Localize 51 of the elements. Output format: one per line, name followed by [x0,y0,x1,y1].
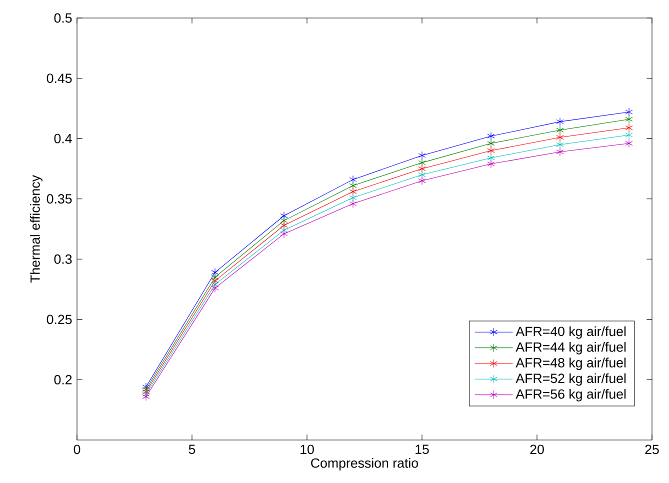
point [280,230,288,238]
point [142,392,150,401]
point [487,154,495,162]
x-axis-title: Compression ratio [311,458,418,470]
point [349,181,357,190]
y-axis-title: Thermal efficiency [30,175,43,283]
x-tick-label: 15 [416,444,429,454]
legend-label: AFR=52 kg air/fuel [516,373,626,386]
point [349,187,357,196]
y-tick-label: 0.25 [46,314,72,324]
x-tick-label: 25 [645,444,659,454]
point [418,164,426,173]
point [418,158,426,167]
point [625,139,633,148]
x-tick-label: 0 [74,444,80,454]
point [625,130,633,140]
point [556,140,564,149]
point [418,176,426,186]
legend-label: AFR=48 kg air/fuel [516,358,626,370]
y-tick-label: 0.5 [54,13,72,23]
point [625,108,633,116]
point [418,151,426,160]
point [418,170,426,180]
y-tick-label: 0.35 [46,194,72,204]
point [211,284,219,292]
legend-label: AFR=44 kg air/fuel [516,342,626,354]
point [349,199,357,208]
point [556,133,564,142]
point [625,115,633,124]
point [487,139,495,148]
x-tick-label: 20 [530,444,544,454]
point [211,272,219,282]
point [487,132,495,140]
point [556,126,564,134]
point [211,268,219,277]
point [487,146,495,155]
point [556,148,564,156]
y-tick-label: 0.4 [54,134,72,144]
legend-label: AFR=56 kg air/fuel [516,388,626,402]
y-tick-label: 0.45 [46,74,72,83]
point [556,117,564,126]
point [349,193,357,202]
x-tick-label: 10 [300,444,314,454]
legend-label: AFR=40 kg air/fuel [516,326,626,339]
y-tick-label: 0.3 [54,254,72,264]
point [625,123,633,132]
y-tick-label: 0.2 [54,375,72,384]
x-tick-label: 5 [188,444,196,454]
point [349,175,357,184]
point [487,160,495,168]
point [211,280,219,289]
